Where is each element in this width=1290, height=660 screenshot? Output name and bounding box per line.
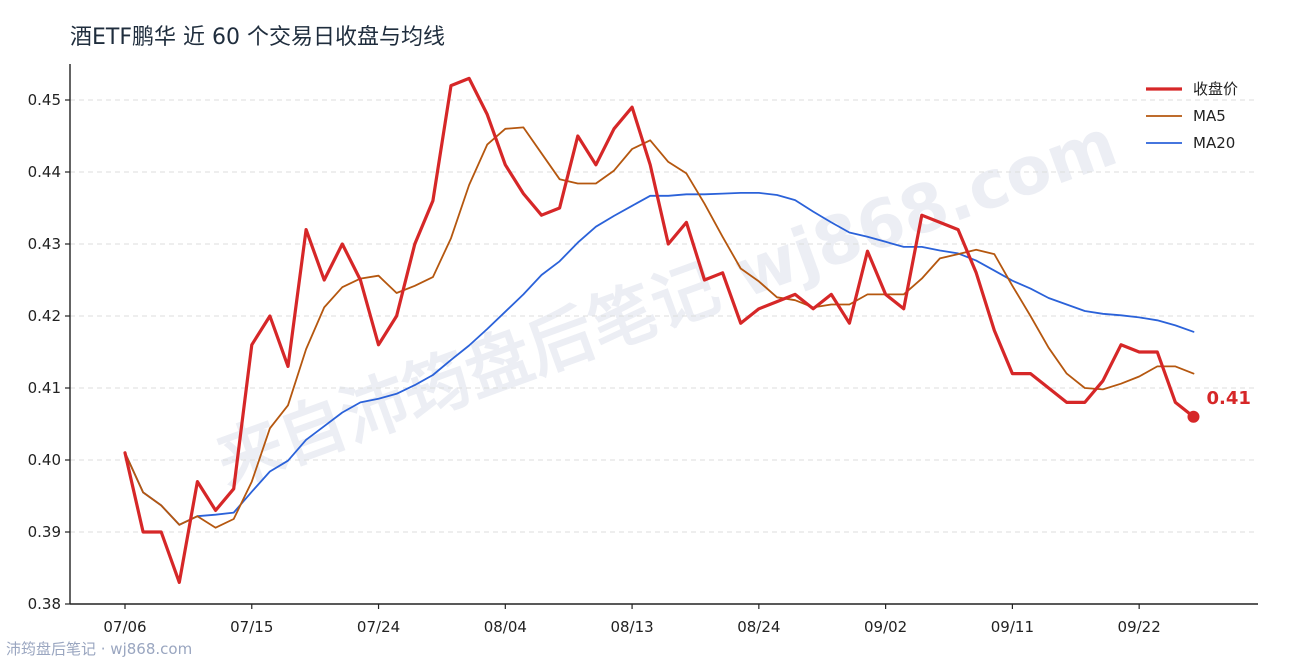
x-tick-label: 07/24: [357, 618, 400, 636]
y-axis-ticks: 0.38 0.39 0.40 0.41 0.42 0.43 0.44 0.45: [28, 91, 70, 613]
y-tick-label: 0.39: [28, 523, 61, 541]
axes: [69, 64, 1258, 605]
legend-label: MA20: [1193, 134, 1235, 152]
y-tick-label: 0.38: [28, 595, 61, 613]
gridlines: [70, 99, 1258, 605]
last-close-dot: [1187, 410, 1200, 423]
y-tick-label: 0.45: [28, 91, 61, 109]
legend-label: 收盘价: [1193, 80, 1238, 98]
y-tick-label: 0.40: [28, 451, 61, 469]
series-lines: [123, 76, 1196, 585]
legend: 收盘价 MA5 MA20: [1146, 80, 1238, 152]
legend-label: MA5: [1193, 107, 1226, 125]
x-tick-label: 09/02: [864, 618, 907, 636]
y-tick-label: 0.44: [28, 163, 61, 181]
series-line-ma5: [124, 126, 1195, 529]
x-tick-label: 09/22: [1118, 618, 1161, 636]
x-tick-label: 07/15: [230, 618, 273, 636]
footer-text: 沛筠盘后笔记 · wj868.com: [6, 640, 192, 658]
last-close-label: 0.41: [1206, 388, 1250, 409]
x-tick-label: 08/24: [737, 618, 780, 636]
y-tick-label: 0.42: [28, 307, 61, 325]
y-tick-label: 0.43: [28, 235, 61, 253]
chart-title: 酒ETF鹏华 近 60 个交易日收盘与均线: [70, 25, 445, 50]
series-line-ma20: [124, 191, 1195, 526]
y-tick-label: 0.41: [28, 379, 61, 397]
x-tick-label: 08/13: [610, 618, 653, 636]
watermark: 来自沛筠盘后笔记 wj868.com: [207, 104, 1127, 501]
x-tick-label: 08/04: [484, 618, 527, 636]
series-line-close: [123, 76, 1196, 585]
x-tick-label: 09/11: [991, 618, 1034, 636]
x-tick-label: 07/06: [103, 618, 146, 636]
end-marker: 0.41: [1187, 388, 1251, 423]
x-axis-ticks: 07/06 07/15 07/24 08/04 08/13 08/24 09/02 09/11…: [103, 604, 1161, 636]
